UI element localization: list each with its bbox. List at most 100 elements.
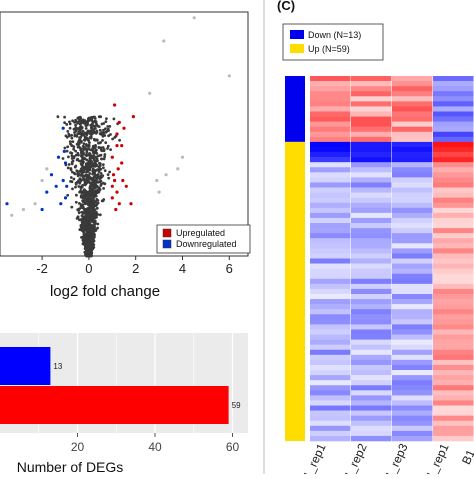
volcano-ns-point — [80, 151, 84, 154]
heatmap-cell — [433, 162, 474, 168]
heatmap-cell — [433, 263, 474, 269]
volcano-ns-point — [102, 166, 105, 170]
volcano-ns-point — [92, 151, 95, 155]
heatmap-cell — [310, 223, 351, 229]
heatmap-cell — [392, 293, 433, 300]
volcano-x-tick-label: 4 — [179, 261, 186, 276]
volcano-ns-point — [98, 161, 101, 165]
volcano-ns-point — [95, 164, 99, 168]
volcano-ns-point — [81, 167, 85, 170]
volcano-ns-point — [84, 189, 88, 193]
heatmap-cell — [433, 207, 474, 214]
volcano-ns-point — [70, 154, 74, 158]
heatmap-cell — [351, 283, 392, 290]
volcano-ns-point — [85, 162, 89, 166]
heatmap-cell — [351, 217, 392, 224]
volcano-ns-point — [71, 140, 75, 144]
volcano-ns-point — [93, 185, 97, 189]
heatmap-cell — [433, 126, 474, 133]
group-bar-down — [285, 76, 305, 142]
volcano-up-point — [121, 178, 125, 183]
heatmap-cell — [310, 324, 351, 330]
heatmap-cell — [433, 81, 474, 87]
volcano-ns-point — [69, 176, 73, 179]
heatmap-cell — [392, 400, 433, 406]
volcano-ns-point — [94, 214, 98, 218]
heatmap-cell — [433, 258, 474, 264]
heatmap-cell — [392, 228, 433, 234]
volcano-ns-point — [78, 180, 82, 184]
volcano-ns-point — [91, 195, 95, 199]
volcano-ns-point — [85, 132, 89, 136]
heatmap-cell — [392, 116, 433, 122]
heatmap-cell — [392, 420, 433, 427]
volcano-ns-point — [88, 185, 92, 189]
volcano-ns-point — [84, 143, 88, 147]
volcano-ns-point — [87, 222, 91, 225]
legend-down-swatch — [290, 30, 304, 39]
bar-marks: 13 59 — [0, 347, 241, 424]
heatmap-cell — [392, 344, 433, 351]
volcano-ns-point — [69, 142, 72, 146]
heatmap-cell — [351, 278, 392, 285]
volcano-up-point — [114, 207, 118, 212]
heatmap-cell — [351, 395, 392, 401]
volcano-ns-point — [61, 157, 65, 160]
volcano-ns-point — [98, 177, 102, 181]
volcano-ns-point — [79, 116, 83, 120]
volcano-ns-point — [106, 125, 110, 128]
heatmap-cell — [392, 76, 433, 82]
heatmap-cell — [310, 126, 351, 133]
volcano-down-point — [40, 207, 44, 212]
volcano-ns-point — [98, 213, 102, 217]
bar-x-tick-label: 20 — [71, 440, 85, 454]
heatmap-cell — [392, 304, 433, 310]
heatmap-cell — [310, 81, 351, 87]
heatmap-cell — [310, 339, 351, 345]
heatmap-cell — [351, 116, 392, 122]
volcano-ns-point — [89, 212, 93, 216]
heatmap-cell — [351, 344, 392, 351]
heatmap-cell — [392, 101, 433, 107]
heatmap-cell — [392, 319, 433, 325]
heatmap-cell — [310, 344, 351, 351]
volcano-ns-point — [84, 126, 88, 130]
heatmap-cell — [433, 314, 474, 320]
heatmap-cell — [433, 146, 474, 153]
volcano-ns-point — [75, 169, 79, 173]
volcano-ns-point — [83, 193, 86, 197]
heatmap-cell — [433, 364, 474, 371]
volcano-ns-point — [91, 236, 95, 240]
heatmap-cell — [351, 304, 392, 310]
volcano-ns-point — [102, 131, 106, 135]
heatmap-cell — [351, 370, 392, 376]
volcano-other-point — [21, 207, 25, 212]
volcano-ns-point — [90, 226, 94, 229]
heatmap-cell — [392, 410, 433, 416]
volcano-ns-point — [84, 212, 88, 216]
volcano-ns-point — [93, 208, 97, 212]
heatmap-cell — [392, 288, 433, 295]
heatmap-cell — [310, 334, 351, 340]
volcano-ns-point — [76, 132, 79, 136]
heatmap-cell — [392, 415, 433, 422]
bar-x-tick-label: 40 — [148, 440, 162, 454]
heatmap-cell — [433, 385, 474, 391]
heatmap-cell — [392, 385, 433, 391]
volcano-x-tick-label: -2 — [36, 261, 48, 276]
volcano-ns-point — [70, 136, 74, 140]
heatmap-cell — [433, 182, 474, 188]
heatmap-cell — [351, 182, 392, 188]
volcano-ns-point — [76, 151, 80, 155]
volcano-ns-point — [74, 185, 77, 189]
heatmap-cell — [351, 319, 392, 325]
volcano-ns-point — [92, 203, 95, 206]
volcano-ns-point — [96, 168, 99, 172]
volcano-other-point — [157, 190, 161, 194]
volcano-ns-point — [88, 152, 92, 156]
volcano-ns-point — [89, 247, 93, 251]
volcano-ns-point — [89, 129, 93, 133]
volcano-other-point — [164, 173, 168, 177]
volcano-ns-point — [100, 122, 104, 126]
volcano-ns-point — [89, 214, 92, 218]
